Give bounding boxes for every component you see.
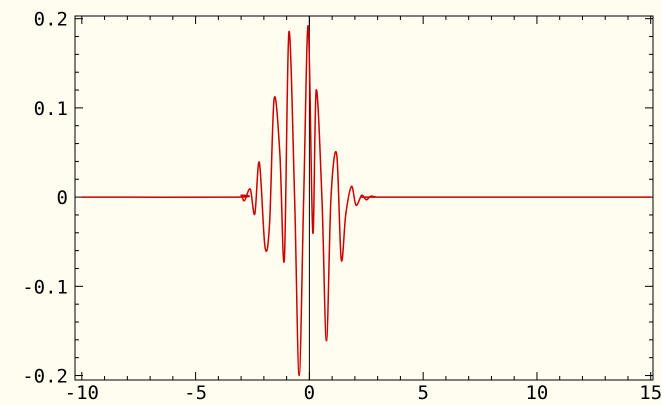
ticks <box>75 16 653 380</box>
series-group <box>81 25 651 377</box>
x-tick-label: 5 <box>417 382 428 404</box>
x-tick-label: -5 <box>184 382 207 404</box>
y-tick-label: 0.1 <box>34 98 68 120</box>
x-tick-label: 10 <box>525 382 548 404</box>
tick-labels: -10 -5 0 5 10 15 0.2 0.1 0 -0.1 -0.2 <box>22 9 662 404</box>
plot-frame <box>74 15 654 381</box>
x-tick-label: 15 <box>639 382 662 404</box>
x-tick-label: 0 <box>304 382 315 404</box>
series-line <box>81 25 651 377</box>
y-tick-label: -0.2 <box>22 366 68 388</box>
y-tick-label: 0.2 <box>34 9 68 31</box>
x-tick-label: -10 <box>65 382 99 404</box>
y-tick-label: -0.1 <box>22 276 68 298</box>
y-tick-label: 0 <box>57 187 68 209</box>
